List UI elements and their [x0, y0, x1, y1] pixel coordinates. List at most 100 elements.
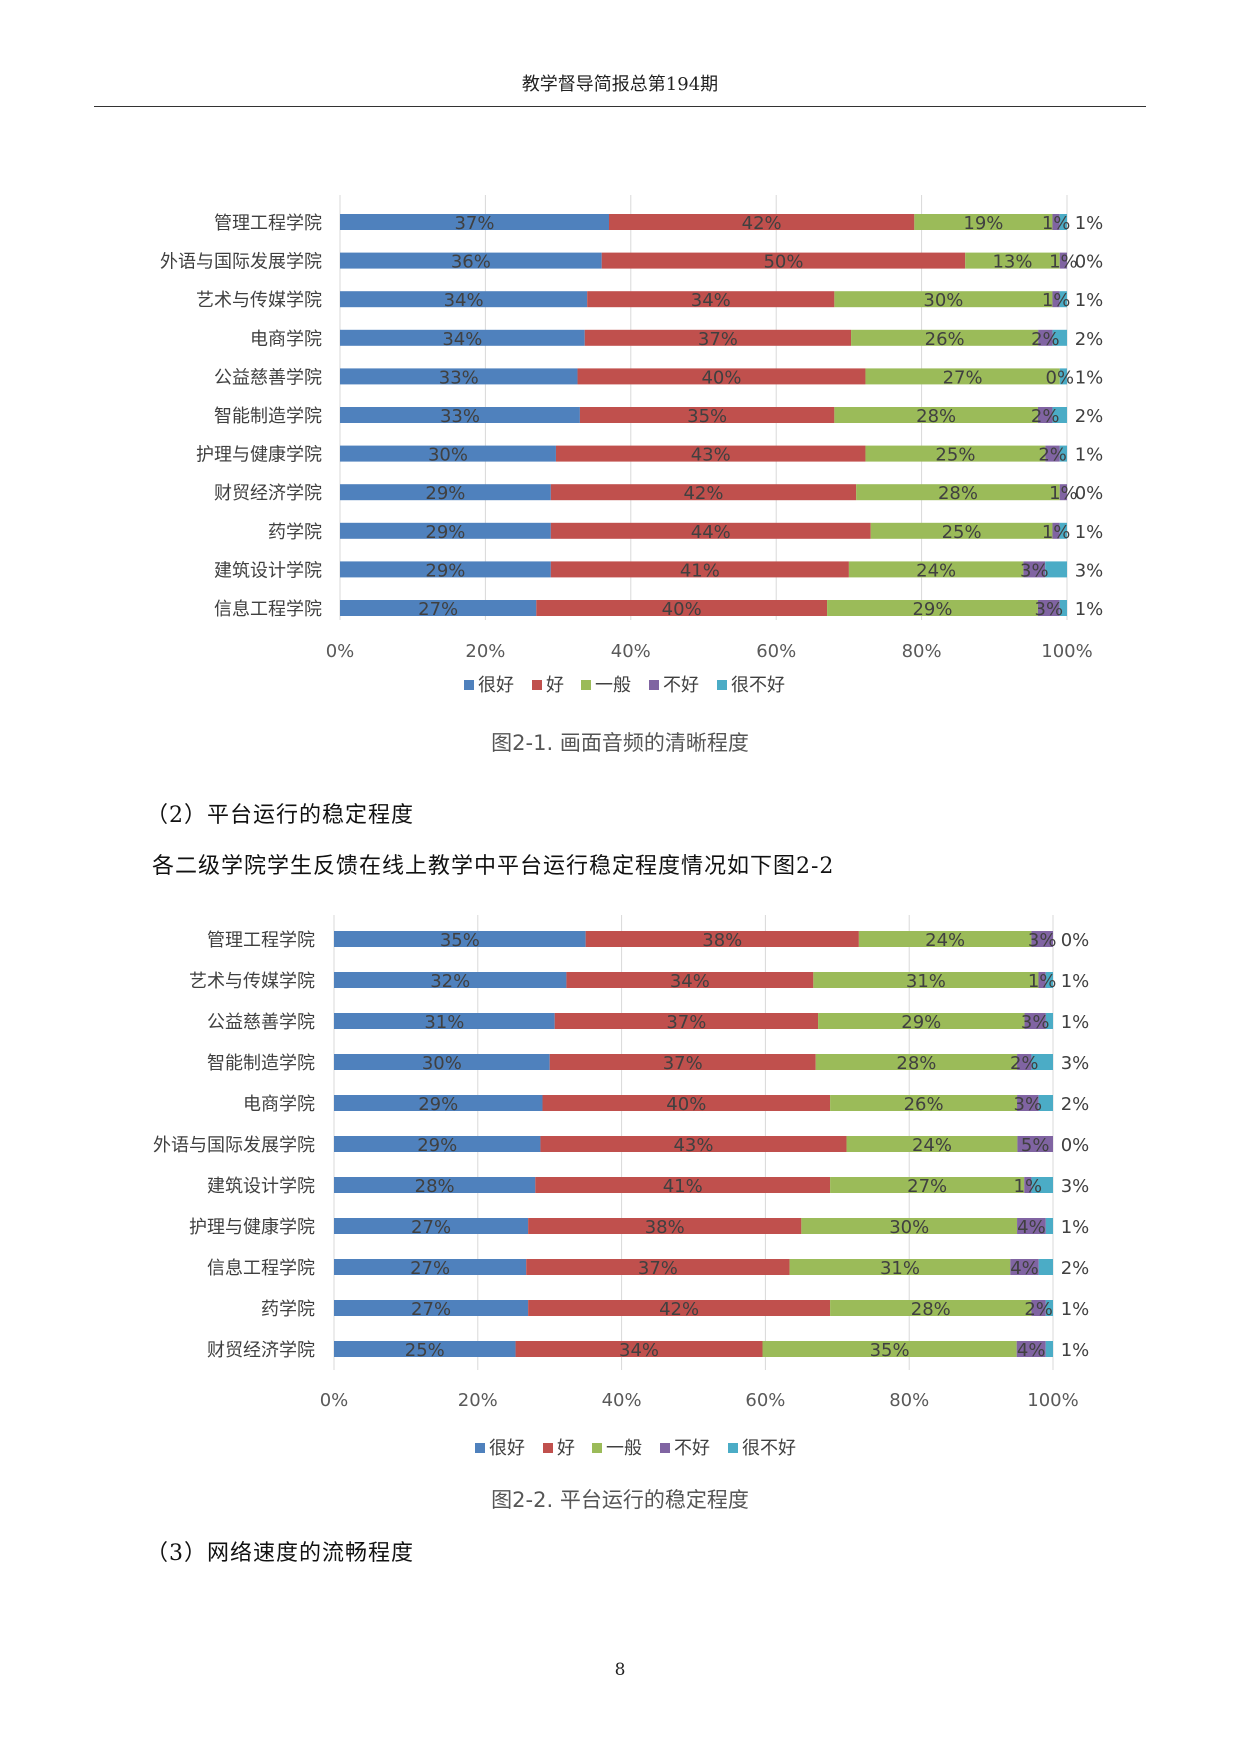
- data-label: 37%: [454, 213, 494, 234]
- chart2-caption: 图2-2. 平台运行的稳定程度: [491, 1488, 749, 1512]
- bar-segment: [334, 1177, 536, 1193]
- legend-entry: 一般: [595, 675, 631, 696]
- bar-segment: [1038, 1259, 1053, 1275]
- data-label: 37%: [698, 329, 738, 350]
- bar-segment: [528, 1300, 831, 1316]
- bar-segment: [540, 1136, 847, 1152]
- chart-audio-clarity: 0% 20% 40% 60% 80% 100%管理工程学院 37% 42% 19% 1% 1%外语与…: [160, 195, 1104, 696]
- data-label: 33%: [440, 406, 480, 427]
- bar-segment: [550, 522, 871, 539]
- data-label: 28%: [916, 406, 956, 427]
- chart-platform-stability: 0% 20% 40% 60% 80% 100%管理工程学院 35% 38% 24% 3% 0%艺术与…: [153, 915, 1090, 1459]
- legend-entry: 好: [546, 675, 564, 696]
- legend-swatch: [543, 1443, 553, 1453]
- bar-segment: [914, 214, 1053, 230]
- bar-segment: [1052, 291, 1060, 308]
- legend-entry: 不好: [674, 1438, 710, 1459]
- data-label: 44%: [691, 522, 731, 543]
- data-label: 1%: [1042, 213, 1071, 234]
- data-label: 42%: [683, 483, 723, 504]
- data-label: 30%: [923, 290, 963, 311]
- bar-segment: [858, 931, 1032, 947]
- section3-heading: （3）网络速度的流畅程度: [146, 1541, 414, 1566]
- data-label: 27%: [411, 1217, 451, 1238]
- data-label: 30%: [428, 445, 468, 466]
- bar-segment: [1052, 329, 1067, 346]
- data-label: 3%: [1075, 560, 1104, 581]
- data-label: 31%: [906, 971, 946, 992]
- x-tick-label: 80%: [889, 1390, 929, 1411]
- data-label: 28%: [896, 1053, 936, 1074]
- bar-segment: [1045, 445, 1060, 462]
- data-label: 4%: [1017, 1340, 1046, 1361]
- bar-segment: [536, 600, 828, 616]
- bar-segment: [601, 252, 966, 269]
- category-label: 护理与健康学院: [189, 1217, 315, 1238]
- bar-segment: [542, 1095, 831, 1111]
- data-label: 25%: [942, 522, 982, 543]
- x-tick-label: 40%: [611, 641, 651, 662]
- data-label: 13%: [992, 252, 1032, 273]
- data-label: 2%: [1038, 445, 1067, 466]
- bar-segment: [550, 561, 849, 578]
- data-label: 2%: [1024, 1299, 1053, 1320]
- bar-segment: [846, 1136, 1018, 1152]
- section2-intro: 各二级学院学生反馈在线上教学中平台运行稳定程度情况如下图2-2: [152, 854, 835, 879]
- bar-segment: [1059, 368, 1067, 385]
- legend-swatch: [464, 680, 474, 690]
- bar-segment: [526, 1259, 790, 1275]
- bar-segment: [1045, 1341, 1053, 1357]
- bar-segment: [1017, 1054, 1032, 1070]
- data-label: 1%: [1061, 1217, 1090, 1238]
- bar-segment: [334, 1300, 529, 1316]
- data-label: 24%: [916, 560, 956, 581]
- data-label: 3%: [1014, 1094, 1043, 1115]
- bar-segment: [1017, 1095, 1039, 1111]
- category-label: 信息工程学院: [207, 1258, 315, 1279]
- bar-segment: [340, 561, 551, 578]
- x-tick-label: 100%: [1041, 641, 1092, 662]
- data-label: 24%: [925, 930, 965, 951]
- bar-segment: [535, 1177, 831, 1193]
- bar-segment: [1059, 291, 1067, 308]
- bar-segment: [965, 252, 1060, 269]
- x-tick-label: 100%: [1027, 1390, 1078, 1411]
- data-label: 2%: [1061, 1258, 1090, 1279]
- data-label: 37%: [666, 1012, 706, 1033]
- data-label: 1%: [1075, 290, 1104, 311]
- data-label: 42%: [742, 213, 782, 234]
- legend-entry: 不好: [663, 675, 699, 696]
- bar-segment: [815, 1054, 1018, 1070]
- bar-segment: [1031, 1054, 1053, 1070]
- data-label: 0%: [1075, 252, 1104, 273]
- data-label: 2%: [1010, 1053, 1039, 1074]
- data-label: 5%: [1021, 1135, 1050, 1156]
- data-label: 27%: [410, 1258, 450, 1279]
- bar-segment: [1052, 214, 1060, 230]
- bar-segment: [340, 484, 551, 501]
- data-label: 29%: [425, 522, 465, 543]
- bar-segment: [1031, 931, 1053, 947]
- bar-segment: [1017, 1218, 1046, 1234]
- data-label: 3%: [1020, 560, 1049, 581]
- category-label: 护理与健康学院: [196, 445, 322, 466]
- legend-swatch: [532, 680, 542, 690]
- bar-segment: [340, 291, 588, 308]
- chart1-caption: 图2-1. 画面音频的清晰程度: [491, 731, 749, 755]
- bar-segment: [1059, 214, 1067, 230]
- x-tick-label: 20%: [465, 641, 505, 662]
- data-label: 28%: [415, 1176, 455, 1197]
- category-label: 财贸经济学院: [214, 483, 322, 504]
- data-label: 42%: [659, 1299, 699, 1320]
- bar-segment: [851, 329, 1039, 346]
- bar-segment: [1017, 1136, 1053, 1152]
- bar-segment: [830, 1300, 1032, 1316]
- data-label: 1%: [1075, 599, 1104, 620]
- bar-segment: [1024, 1177, 1032, 1193]
- bar-segment: [1031, 1300, 1046, 1316]
- x-tick-label: 60%: [756, 641, 796, 662]
- bar-segment: [1045, 972, 1053, 988]
- bar-segment: [334, 1218, 529, 1234]
- data-label: 41%: [680, 560, 720, 581]
- bar-segment: [334, 1054, 550, 1070]
